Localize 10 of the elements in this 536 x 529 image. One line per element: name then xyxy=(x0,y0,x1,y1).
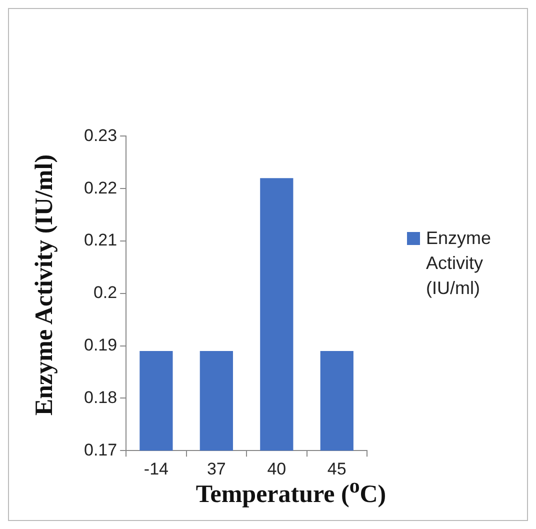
y-tick-label: 0.18 xyxy=(84,388,118,407)
y-tick-label: 0.17 xyxy=(84,440,118,460)
x-tick-label: -14 xyxy=(144,459,168,478)
y-tick-label: 0.23 xyxy=(84,126,118,145)
y-tick-label: 0.21 xyxy=(84,230,118,250)
y-axis-title: Enzyme Activity (IU/ml) xyxy=(31,154,59,416)
legend-label: Enzyme Activity (IU/ml) xyxy=(426,227,492,300)
y-tick-label: 0.2 xyxy=(93,283,118,302)
y-tick-label: 0.22 xyxy=(84,178,118,198)
y-tick-label: 0.19 xyxy=(84,335,118,354)
